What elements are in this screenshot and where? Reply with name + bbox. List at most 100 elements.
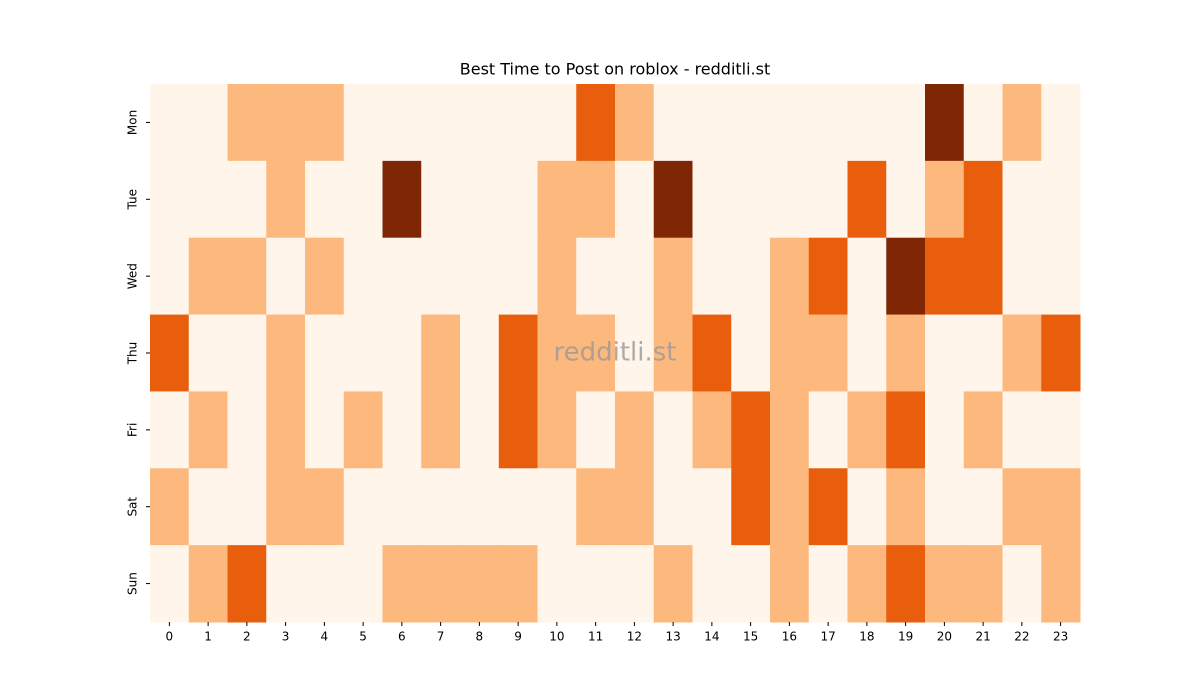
heatmap-cell bbox=[421, 237, 461, 316]
heatmap-cell bbox=[615, 545, 655, 623]
heatmap-cell bbox=[227, 160, 267, 239]
x-tick-label: 3 bbox=[282, 630, 290, 644]
heatmap-cell bbox=[537, 468, 577, 546]
heatmap-cell bbox=[150, 160, 190, 239]
heatmap-cell bbox=[731, 545, 771, 623]
heatmap-cell bbox=[653, 160, 693, 239]
heatmap-cell bbox=[808, 84, 848, 162]
heatmap-cell bbox=[1041, 160, 1081, 239]
heatmap-cell bbox=[266, 468, 306, 546]
heatmap-cell bbox=[886, 237, 926, 316]
x-tick-label: 6 bbox=[398, 630, 406, 644]
heatmap-cell bbox=[963, 84, 1003, 162]
heatmap-cell bbox=[421, 391, 461, 469]
heatmap-cell bbox=[150, 468, 190, 546]
heatmap-cell bbox=[576, 314, 616, 392]
heatmap-cell bbox=[343, 237, 383, 316]
heatmap-cell bbox=[266, 84, 306, 162]
heatmap-cell bbox=[266, 545, 306, 623]
heatmap-cell bbox=[1002, 160, 1042, 239]
heatmap-cell bbox=[382, 468, 422, 546]
heatmap-cell bbox=[692, 468, 732, 546]
heatmap-cell bbox=[731, 391, 771, 469]
heatmap-cell bbox=[731, 84, 771, 162]
heatmap-cell bbox=[343, 468, 383, 546]
heatmap-cell bbox=[963, 160, 1003, 239]
heatmap-cell bbox=[382, 160, 422, 239]
heatmap-cell bbox=[615, 391, 655, 469]
heatmap-cell bbox=[498, 84, 538, 162]
heatmap-cell bbox=[227, 237, 267, 316]
x-tick-label: 15 bbox=[743, 630, 758, 644]
heatmap-cell bbox=[847, 237, 887, 316]
heatmap-cell bbox=[615, 314, 655, 392]
heatmap-cell bbox=[886, 84, 926, 162]
heatmap-cell bbox=[731, 314, 771, 392]
heatmap-cell bbox=[615, 84, 655, 162]
heatmap-cell bbox=[963, 314, 1003, 392]
heatmap-cell bbox=[460, 468, 500, 546]
heatmap-cell bbox=[808, 237, 848, 316]
heatmap-cell bbox=[576, 84, 616, 162]
x-tick-label: 2 bbox=[243, 630, 251, 644]
x-tick-label: 14 bbox=[704, 630, 719, 644]
heatmap-cell bbox=[925, 314, 965, 392]
heatmap-cell bbox=[692, 160, 732, 239]
heatmap-cell bbox=[653, 545, 693, 623]
heatmap-cell bbox=[382, 314, 422, 392]
x-tick-label: 1 bbox=[204, 630, 212, 644]
x-tick-label: 13 bbox=[665, 630, 680, 644]
x-tick-label: 0 bbox=[166, 630, 174, 644]
heatmap-cell bbox=[963, 545, 1003, 623]
heatmap-cell bbox=[692, 391, 732, 469]
heatmap-cell bbox=[1002, 237, 1042, 316]
heatmap-cell bbox=[421, 468, 461, 546]
y-tick-label: Sun bbox=[126, 572, 140, 595]
heatmap-cell bbox=[421, 84, 461, 162]
heatmap-cell bbox=[731, 160, 771, 239]
heatmap-cell bbox=[615, 468, 655, 546]
chart-title: Best Time to Post on roblox - redditli.s… bbox=[460, 60, 771, 79]
heatmap-cell bbox=[266, 391, 306, 469]
heatmap-cell bbox=[305, 468, 345, 546]
heatmap-cell bbox=[188, 314, 228, 392]
x-tick-label: 16 bbox=[782, 630, 797, 644]
heatmap-cell bbox=[227, 545, 267, 623]
heatmap-cell bbox=[847, 468, 887, 546]
heatmap-cell bbox=[266, 237, 306, 316]
heatmap-cell bbox=[537, 545, 577, 623]
heatmap-cell bbox=[847, 314, 887, 392]
heatmap-cell bbox=[886, 314, 926, 392]
heatmap-cell bbox=[498, 237, 538, 316]
heatmap-cell bbox=[460, 391, 500, 469]
heatmap-cell bbox=[770, 545, 810, 623]
heatmap-cell bbox=[731, 468, 771, 546]
heatmap-cell bbox=[653, 84, 693, 162]
heatmap-cell bbox=[343, 314, 383, 392]
heatmap-cell bbox=[498, 545, 538, 623]
y-tick-label: Tue bbox=[126, 189, 140, 211]
heatmap-cell bbox=[925, 84, 965, 162]
heatmap-cell bbox=[653, 237, 693, 316]
heatmap-cell bbox=[770, 468, 810, 546]
heatmap-cell bbox=[421, 314, 461, 392]
heatmap-cell bbox=[576, 545, 616, 623]
heatmap-cell bbox=[1002, 314, 1042, 392]
heatmap-cell bbox=[692, 237, 732, 316]
y-tick-label: Thu bbox=[126, 342, 140, 366]
heatmap-cell bbox=[808, 314, 848, 392]
heatmap-cell bbox=[770, 84, 810, 162]
heatmap-cell bbox=[537, 84, 577, 162]
heatmap-cell bbox=[770, 237, 810, 316]
heatmap-cell bbox=[847, 391, 887, 469]
heatmap-cell bbox=[421, 160, 461, 239]
heatmap-cell bbox=[886, 160, 926, 239]
heatmap-cell bbox=[227, 314, 267, 392]
heatmap-cell bbox=[808, 545, 848, 623]
heatmap-cell bbox=[537, 160, 577, 239]
heatmap-cell bbox=[925, 391, 965, 469]
heatmap-cell bbox=[266, 314, 306, 392]
x-tick-label: 18 bbox=[859, 630, 874, 644]
heatmap-cell bbox=[770, 160, 810, 239]
